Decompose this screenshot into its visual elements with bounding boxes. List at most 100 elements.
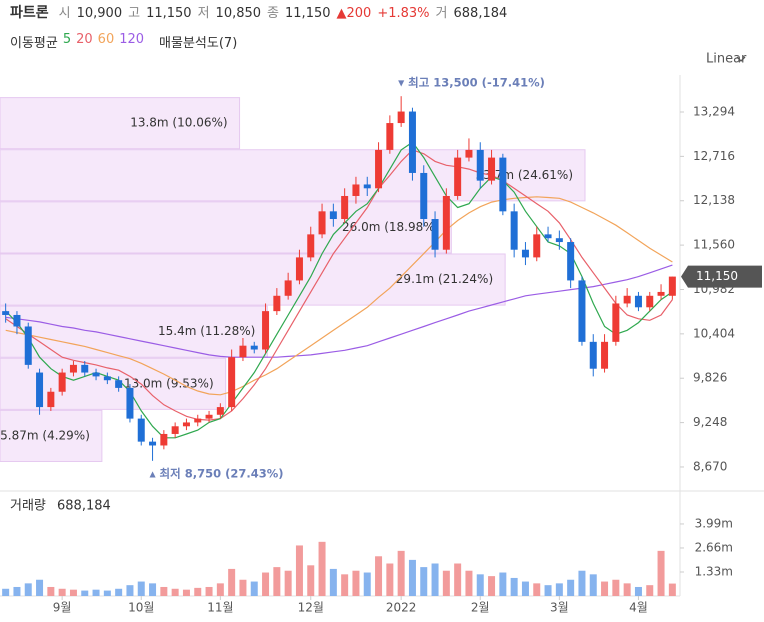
candle-body: [81, 364, 89, 373]
y-tick-label: 10,404: [693, 326, 735, 340]
candle-body: [216, 407, 224, 415]
scale-button[interactable]: Linear: [706, 52, 747, 67]
legend-item[interactable]: 5: [62, 32, 72, 47]
candle-body: [126, 387, 134, 419]
x-tick-label: 10월: [128, 601, 154, 615]
volume-profile-label: 15.4m (11.28%): [158, 324, 255, 338]
volume-bar: [36, 579, 44, 596]
candle-body: [431, 219, 439, 250]
volume-bar: [103, 590, 111, 596]
legend-items: 5 20 60 120: [63, 32, 144, 51]
quote-value: 11,150: [146, 6, 192, 21]
volume-bar: [341, 574, 349, 596]
volume-bar: [567, 579, 575, 596]
quote-value: 688,184: [453, 6, 508, 21]
candle-body: [612, 303, 620, 342]
volume-bar: [668, 583, 676, 596]
y-tick-label: 1.33m: [695, 564, 733, 578]
volume-bar: [81, 590, 89, 596]
last-price-tag: [681, 265, 762, 288]
volume-bar: [442, 570, 450, 596]
volume-bar: [228, 568, 236, 596]
candle-body: [36, 372, 44, 408]
candle-body: [115, 380, 123, 388]
annotation-text: 최저 8,750 (27.43%): [160, 466, 284, 480]
candle-body: [646, 295, 654, 308]
candle-body: [171, 426, 179, 434]
quote-header: 파트론 시 10,900 고 11,150 저 10,850 종 11,150 ▲200…: [10, 2, 507, 22]
legend-title[interactable]: 이동평균: [10, 36, 58, 51]
legend-item[interactable]: 60: [97, 32, 115, 47]
y-tick-label: 2.66m: [695, 540, 733, 554]
candle-body: [13, 314, 21, 327]
x-tick-label: 2월: [471, 601, 490, 615]
volume-bar: [420, 567, 428, 596]
candle-body: [397, 111, 405, 124]
candle-body: [442, 195, 450, 250]
volume-bar: [307, 565, 315, 596]
volume-bar: [578, 570, 586, 596]
candle-body: [239, 345, 247, 358]
candle-body: [420, 172, 428, 220]
candle-body: [194, 418, 202, 423]
volume-bar: [623, 583, 631, 596]
candle-body: [2, 311, 10, 315]
volume-profile-label: 26.0m (18.98%): [342, 220, 439, 234]
volume-bar: [205, 586, 213, 596]
legend-item[interactable]: 20: [76, 32, 93, 47]
y-tick-label: 9,248: [693, 415, 727, 429]
candle-body: [205, 414, 213, 419]
change: ▲200: [336, 6, 372, 21]
volume-bar: [284, 570, 292, 596]
candle-body: [668, 276, 676, 296]
volume-bar: [386, 563, 394, 596]
candle-body: [137, 418, 145, 442]
volume-bar: [465, 570, 473, 596]
candle-body: [318, 211, 326, 235]
candle-body: [307, 234, 315, 258]
dropdown-caret[interactable]: [736, 56, 746, 62]
candle-body: [69, 364, 77, 373]
candle-body: [47, 391, 55, 408]
quote-label: 고: [128, 6, 141, 21]
y-tick-label: 3.99m: [695, 516, 733, 530]
volume-bar: [149, 583, 157, 596]
moving-average-line: [5, 141, 673, 439]
y-tick-label: 13,294: [693, 105, 735, 119]
volume-bar: [115, 588, 123, 596]
volume-bar: [521, 581, 529, 596]
volume-bar: [397, 550, 405, 596]
change-pct: +1.83%: [377, 6, 430, 21]
quote-value: 10,850: [215, 6, 262, 21]
volume-bar: [634, 586, 642, 596]
candle-body: [295, 257, 303, 281]
volume-bar: [126, 585, 134, 596]
candle-body: [160, 433, 168, 446]
volume-bar: [589, 574, 597, 596]
candle-body: [58, 372, 66, 392]
volume-bar: [657, 550, 665, 596]
volume-bar: [262, 572, 270, 596]
profile-toggle[interactable]: 매물분석도(7): [159, 36, 238, 51]
legend-item[interactable]: 120: [119, 32, 145, 47]
volume-bar: [329, 568, 337, 596]
candle-body: [533, 234, 541, 258]
volume-bar: [431, 563, 439, 596]
volume-bar: [646, 585, 654, 596]
candle-body: [499, 157, 507, 212]
candle-body: [182, 422, 190, 427]
volume-profile-label: 5.87m (4.29%): [0, 428, 90, 442]
volume-bar: [612, 579, 620, 596]
volume-bar: [194, 587, 202, 596]
volume-bar: [454, 563, 462, 596]
volume-profile-bar: [0, 149, 586, 202]
y-tick-label: 11,560: [693, 238, 735, 252]
volume-profile-label: 29.1m (21.24%): [396, 272, 493, 286]
candle-body: [329, 211, 337, 220]
x-tick-label: 2022: [386, 601, 417, 615]
volume-profile-bar: [0, 253, 506, 306]
volume-bar: [476, 574, 484, 596]
volume-bar: [510, 577, 518, 596]
